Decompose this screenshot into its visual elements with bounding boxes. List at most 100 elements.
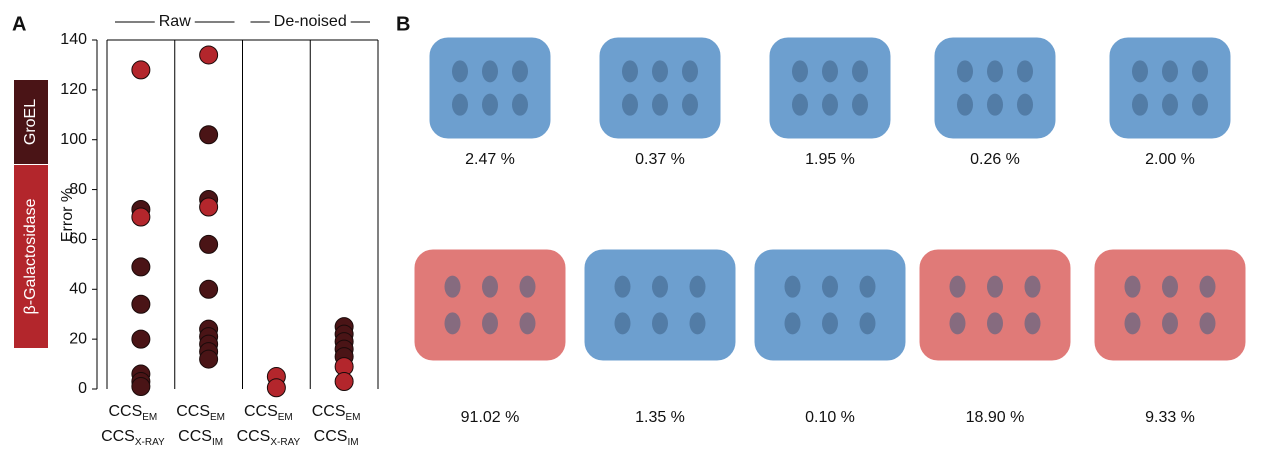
map-body <box>1094 249 1246 361</box>
data-point <box>131 294 151 314</box>
x-tick-label: CCSX-RAY <box>237 428 301 447</box>
data-point <box>199 45 219 65</box>
map-body <box>919 249 1071 361</box>
map-hole <box>987 312 1003 335</box>
map-hole <box>519 275 536 298</box>
map-error-label: 2.00 % <box>1145 151 1195 168</box>
map-hole <box>444 275 461 298</box>
y-tick-label: 60 <box>69 231 87 248</box>
map-hole <box>1162 275 1178 298</box>
map-body <box>599 37 721 139</box>
legend-label: GroEL <box>22 99 39 145</box>
label-sub: IM <box>347 437 358 448</box>
map-hole <box>482 275 498 298</box>
data-point <box>199 349 219 369</box>
density-map <box>919 249 1071 361</box>
map-hole <box>784 275 801 298</box>
x-tick-label: CCSEM <box>176 403 225 422</box>
x-tick-label: CCSEM <box>108 403 157 422</box>
map-body <box>429 37 551 139</box>
group-label: Raw <box>159 13 191 30</box>
map-error-label: 1.95 % <box>805 151 855 168</box>
label-sub: EM <box>210 412 225 423</box>
y-tick-label: 40 <box>69 281 87 298</box>
map-body <box>769 37 891 139</box>
map-error-label: 2.47 % <box>465 151 515 168</box>
map-hole <box>1192 93 1208 116</box>
map-hole <box>1024 312 1041 335</box>
map-body <box>934 37 1056 139</box>
data-point <box>131 257 151 277</box>
map-hole <box>784 312 801 335</box>
x-tick-label: CCSIM <box>178 428 223 447</box>
map-error-label: 0.26 % <box>970 151 1020 168</box>
map-hole <box>859 275 876 298</box>
map-body <box>754 249 906 361</box>
y-tick-label: 140 <box>60 31 87 48</box>
density-map <box>754 249 906 361</box>
map-hole <box>652 93 668 116</box>
density-map <box>414 249 566 361</box>
map-hole <box>1017 93 1033 116</box>
map-hole <box>622 60 638 83</box>
x-tick-label: CCSIM <box>314 428 359 447</box>
map-hole <box>852 60 868 83</box>
data-point <box>131 207 151 227</box>
density-map <box>1109 37 1231 139</box>
density-map <box>599 37 721 139</box>
map-hole <box>1132 60 1148 83</box>
data-point <box>131 329 151 349</box>
map-hole <box>689 312 706 335</box>
label-base: CCS <box>178 428 212 445</box>
label-sub: EM <box>278 412 293 423</box>
map-hole <box>622 93 638 116</box>
map-hole <box>987 93 1003 116</box>
map-hole <box>822 93 838 116</box>
map-hole <box>1162 60 1178 83</box>
map-hole <box>957 60 973 83</box>
map-hole <box>1124 312 1141 335</box>
density-map <box>1094 249 1246 361</box>
data-point <box>199 234 219 254</box>
map-error-label: 9.33 % <box>1145 409 1195 426</box>
map-hole <box>987 275 1003 298</box>
x-tick-label: CCSX-RAY <box>101 428 165 447</box>
density-map <box>769 37 891 139</box>
data-point <box>131 60 151 80</box>
panel-label: B <box>396 13 410 35</box>
map-hole <box>689 275 706 298</box>
map-hole <box>452 60 468 83</box>
map-hole <box>792 60 808 83</box>
label-base: CCS <box>176 403 210 420</box>
map-hole <box>512 93 528 116</box>
map-hole <box>652 60 668 83</box>
map-error-label: 91.02 % <box>461 409 520 426</box>
label-base: CCS <box>244 403 278 420</box>
map-hole <box>519 312 536 335</box>
map-hole <box>1199 312 1216 335</box>
map-hole <box>1162 93 1178 116</box>
legend-swatch <box>14 80 48 164</box>
map-hole <box>482 312 498 335</box>
map-hole <box>512 60 528 83</box>
map-hole <box>1192 60 1208 83</box>
label-sub: EM <box>142 412 157 423</box>
map-hole <box>682 93 698 116</box>
map-hole <box>949 312 966 335</box>
map-hole <box>987 60 1003 83</box>
map-hole <box>682 60 698 83</box>
y-tick-label: 80 <box>69 181 87 198</box>
group-label: De-noised <box>274 13 347 30</box>
legend-label: β-Galactosidase <box>22 198 39 314</box>
map-hole <box>1199 275 1216 298</box>
label-base: CCS <box>237 428 271 445</box>
x-tick-label: CCSEM <box>244 403 293 422</box>
map-hole <box>614 312 631 335</box>
map-hole <box>822 275 838 298</box>
data-point <box>199 125 219 145</box>
map-hole <box>1124 275 1141 298</box>
map-hole <box>852 93 868 116</box>
label-base: CCS <box>101 428 135 445</box>
map-hole <box>822 312 838 335</box>
